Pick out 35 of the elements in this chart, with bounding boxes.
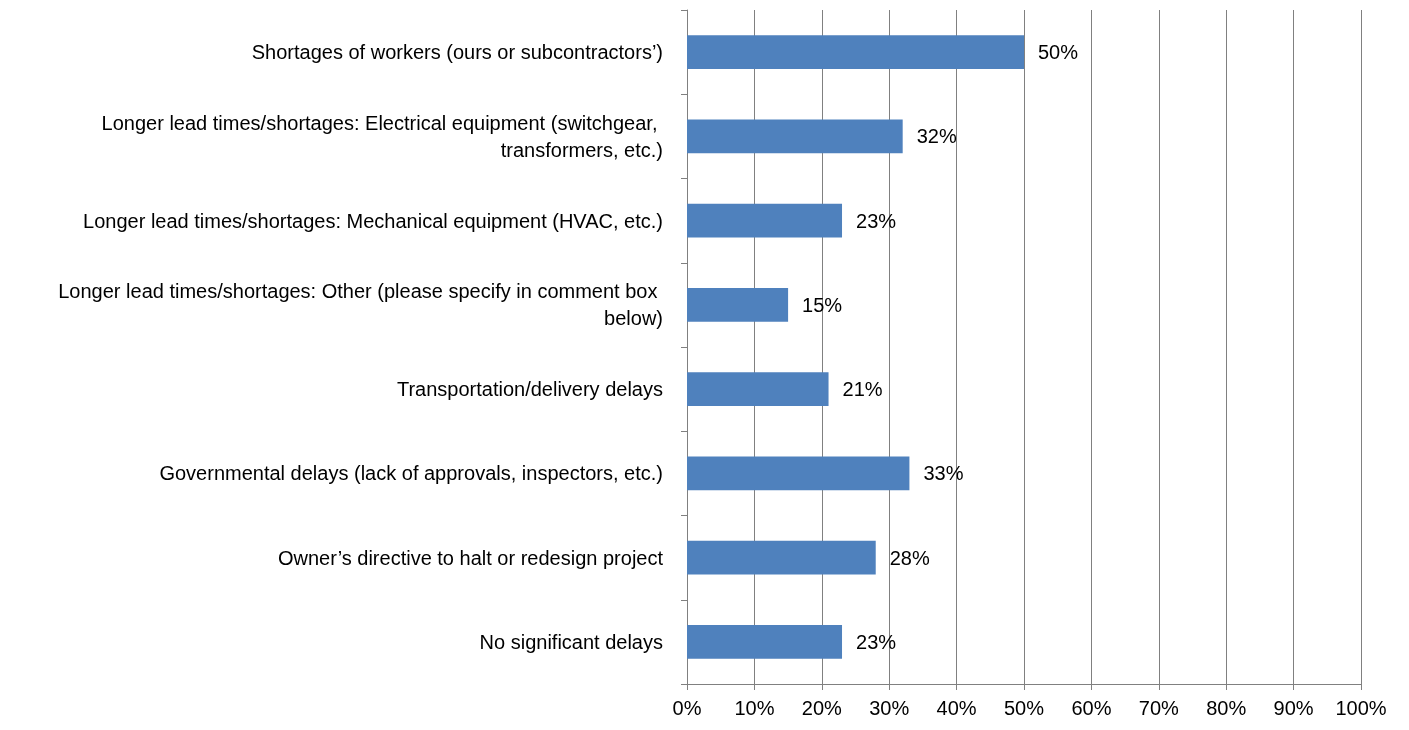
x-tick-label: 30% — [869, 697, 910, 719]
x-tick-label: 10% — [734, 697, 775, 719]
y-tick-label: Longer lead times/shortages: Electrical equipment (switchgear, transformers, etc.) — [101, 111, 663, 161]
y-tick-label: Transportation/delivery delays — [396, 378, 663, 401]
x-tick-label: 100% — [1335, 697, 1387, 719]
data-label: 15% — [802, 293, 843, 316]
data-label: 33% — [923, 462, 964, 485]
x-tick-label: 20% — [801, 697, 843, 719]
x-tick-label: 40% — [936, 697, 977, 719]
x-tick-label: 90% — [1273, 697, 1314, 719]
bar — [687, 203, 843, 238]
data-label: 21% — [842, 378, 883, 401]
x-tick-label: 50% — [1003, 697, 1045, 719]
y-tick-label: No significant delays — [479, 630, 663, 653]
data-label: 28% — [889, 546, 930, 569]
y-tick-label: Governmental delays (lack of approvals, inspectors, etc.) — [159, 462, 663, 485]
data-label: 23% — [856, 630, 897, 653]
bar — [687, 540, 876, 575]
x-tick-label: 60% — [1071, 697, 1112, 719]
x-tick-label: 70% — [1138, 697, 1180, 719]
data-label: 32% — [916, 125, 957, 148]
data-label: 23% — [856, 209, 897, 232]
bar — [687, 288, 789, 322]
y-tick-label: Longer lead times/shortages: Mechanical equipment (HVAC, etc.) — [83, 209, 663, 232]
x-tick-label: 0% — [672, 697, 702, 719]
x-tick-label: 80% — [1206, 697, 1247, 719]
bar — [687, 35, 1024, 69]
y-tick-label: Shortages of workers (ours or subcontractors’) — [251, 41, 663, 64]
bar — [687, 625, 843, 659]
bar — [687, 456, 910, 491]
bar — [687, 119, 903, 154]
data-label: 50% — [1038, 41, 1079, 64]
bar — [687, 372, 829, 406]
y-tick-label: Owner’s directive to halt or redesign project — [278, 546, 664, 569]
y-tick-label: Longer lead times/shortages: Other (please specify in comment box below) — [58, 280, 663, 330]
